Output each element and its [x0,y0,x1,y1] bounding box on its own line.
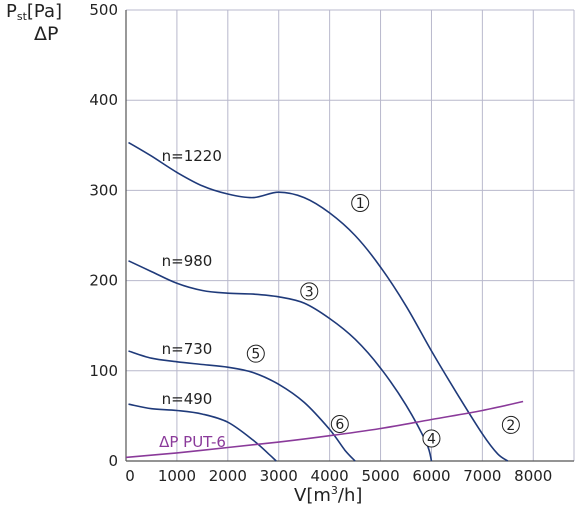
curve-marker-number: 6 [335,417,344,433]
curve-marker: 2 [501,415,520,434]
x-tick-label: 4000 [311,467,349,485]
x-axis-title-suffix: /h] [337,485,363,506]
curve-label: n=730 [162,340,213,358]
tick-labels: 0 1000 2000 3000 4000 5000 6000 7000 8000 0 100 200… [89,1,552,485]
x-tick-label: 5000 [361,467,399,485]
y-tick-label: 200 [89,272,118,290]
curve-marker-circle [300,282,319,301]
y-tick-label: 300 [89,181,118,199]
y-tick-label: 100 [89,362,118,380]
curve-marker-number: 3 [305,284,314,300]
series-line [128,403,277,462]
x-tick-label: 1000 [158,467,196,485]
curve-marker: 3 [300,282,319,301]
x-tick-label: 0 [125,467,135,485]
curve-label: n=490 [162,390,213,408]
curve-marker: 6 [330,415,349,434]
curve-label: n=980 [162,252,213,270]
x-axis-title-text: V[m [294,485,331,506]
curve-marker-circle [246,344,265,363]
y-tick-label: 400 [89,91,118,109]
x-axis-title: V[m3/h] [294,484,362,506]
x-axis-superscript: 3 [330,484,338,497]
y-axis-second-title: ΔP [34,23,59,45]
curve-marker-circle [422,429,441,448]
grid [126,9,575,461]
x-tick-label: 7000 [463,467,501,485]
curve-marker-number: 1 [356,196,365,212]
x-tick-label: 2000 [209,467,247,485]
y-axis-unit: [Pa] [26,1,63,22]
x-tick-label: 3000 [260,467,298,485]
series-line [128,260,433,462]
curve-labels: n=1220 n=980 n=730 n=490 ΔP PUT-6 [159,147,226,451]
series-lines [125,141,524,462]
curve-marker: 4 [422,429,441,448]
curve-marker-number: 4 [427,431,436,447]
x-tick-label: 6000 [412,467,450,485]
y-axis-symbol: P [6,1,17,22]
y-axis-title: Pst[Pa] [6,1,63,23]
curve-marker-number: 5 [251,347,260,363]
y-axis-subscript: st [16,10,27,23]
series-line [125,400,524,459]
curve-marker-circle [330,415,349,434]
x-tick-label: 8000 [514,467,552,485]
curve-marker: 5 [246,344,265,363]
curve-marker: 1 [351,194,370,213]
curve-label: n=1220 [162,147,222,165]
y-tick-label: 0 [108,452,118,470]
curve-marker-circle [351,194,370,213]
series-line [128,141,509,462]
y-tick-label: 500 [89,1,118,19]
series-line [128,350,356,462]
curve-marker-circle [501,415,520,434]
curve-marker-number: 2 [506,418,515,434]
pressure-loss-label: ΔP PUT-6 [159,433,226,451]
curve-markers: 1 2 3 4 5 6 [246,194,520,448]
axes [125,10,574,462]
